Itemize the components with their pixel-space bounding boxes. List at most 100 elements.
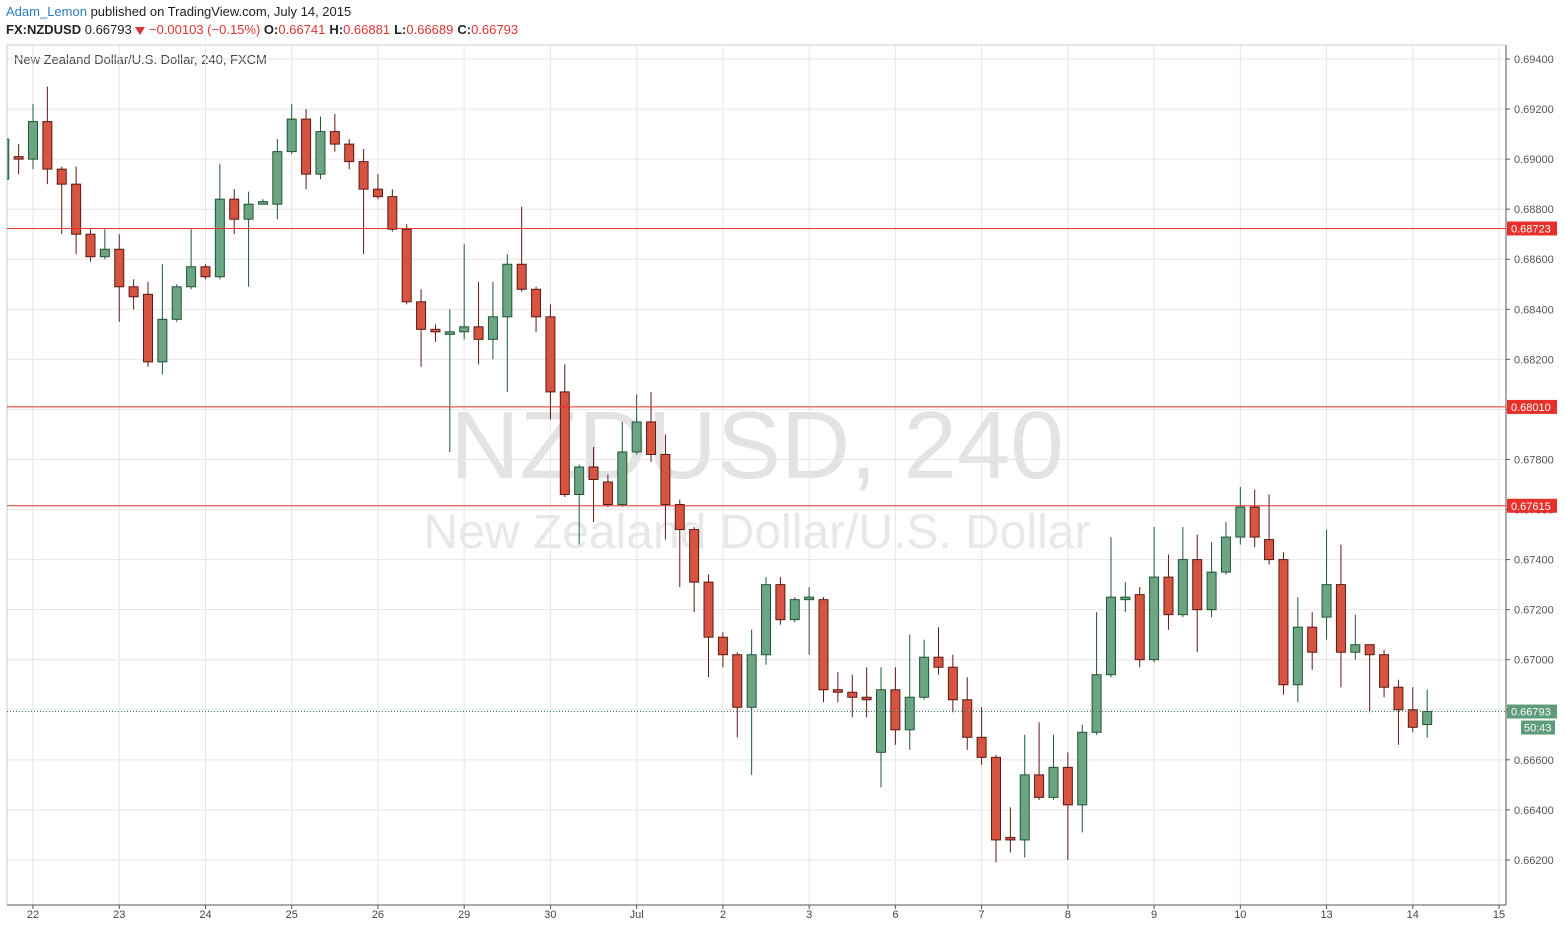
candle-body xyxy=(775,584,786,621)
x-tick-label: 6 xyxy=(892,909,898,921)
candle-body xyxy=(1091,674,1102,733)
x-tick-label: 30 xyxy=(544,909,556,921)
candle-body xyxy=(703,581,714,638)
candle-body xyxy=(617,451,628,506)
y-tick-label: 0.67800 xyxy=(1514,454,1554,466)
candle-body xyxy=(1278,559,1289,686)
candle-body xyxy=(646,421,657,455)
candle-body xyxy=(502,263,513,318)
candle-body xyxy=(128,286,139,298)
candle-body xyxy=(559,391,570,496)
candle-body xyxy=(85,233,96,258)
candle-body xyxy=(1292,626,1303,686)
y-tick-label: 0.69000 xyxy=(1514,154,1554,166)
y-tick-label: 0.66200 xyxy=(1514,855,1554,867)
candle-body xyxy=(588,466,599,481)
candle-body xyxy=(27,121,38,160)
candle-body xyxy=(602,481,613,506)
quote-label: L: xyxy=(394,22,407,37)
candle-body xyxy=(789,599,800,621)
symbol: FX:NZDUSD xyxy=(6,22,82,37)
candle-body xyxy=(7,138,10,180)
x-tick-label: 25 xyxy=(286,909,298,921)
y-tick-label: 0.67200 xyxy=(1514,605,1554,617)
countdown-bg xyxy=(1521,720,1555,735)
candle-body xyxy=(990,756,1001,841)
published: published on TradingView.com, July 14, 2… xyxy=(90,4,352,19)
change: −0.00103 (−0.15%) xyxy=(148,22,261,37)
candle-body xyxy=(1105,596,1116,676)
countdown: 50:43 xyxy=(1524,723,1552,735)
candle-body xyxy=(344,143,355,163)
x-tick-label: 26 xyxy=(372,909,384,921)
candle-body xyxy=(401,228,412,303)
candle-body xyxy=(732,654,743,708)
quote-value: 0.66741 xyxy=(278,22,326,37)
y-tick-label: 0.67400 xyxy=(1514,555,1554,567)
x-tick-label: 13 xyxy=(1320,909,1332,921)
quote-label: H: xyxy=(329,22,344,37)
x-tick-label: 3 xyxy=(806,909,812,921)
header: Adam_Lemon published on TradingView.com,… xyxy=(6,3,522,39)
x-tick-label: 22 xyxy=(27,909,39,921)
candle-body xyxy=(516,263,527,290)
candle-body xyxy=(1321,584,1332,618)
publish-line: Adam_Lemon published on TradingView.com,… xyxy=(6,3,522,21)
quote-line: FX:NZDUSD 0.66793 −0.00103 (−0.15%) O:0.… xyxy=(6,21,522,39)
candle-body xyxy=(387,196,398,230)
candle-body xyxy=(674,504,685,531)
author-link[interactable]: Adam_Lemon xyxy=(6,4,87,19)
x-tick-label: 9 xyxy=(1151,909,1157,921)
candle-body xyxy=(416,301,427,330)
x-tick-label: 8 xyxy=(1065,909,1071,921)
candle-body xyxy=(746,654,757,708)
y-tick-label: 0.69400 xyxy=(1514,54,1554,66)
candle-body xyxy=(142,293,153,363)
candle-body xyxy=(1264,539,1275,561)
level-label-bg xyxy=(1507,399,1557,414)
candle-body xyxy=(1163,576,1174,616)
y-tick-label: 0.68200 xyxy=(1514,354,1554,366)
candle-body xyxy=(631,421,642,453)
quote-label: C: xyxy=(457,22,472,37)
candle-body xyxy=(847,691,858,698)
candle-body xyxy=(1335,584,1346,653)
candle-body xyxy=(372,188,383,198)
candle-body xyxy=(1235,506,1246,538)
y-tick-label: 0.68800 xyxy=(1514,204,1554,216)
candle-body xyxy=(214,198,225,278)
candle-body xyxy=(186,266,197,288)
candle-body xyxy=(761,584,772,656)
level-label: 0.67615 xyxy=(1511,501,1551,513)
candle-body xyxy=(157,318,168,363)
candle-body xyxy=(13,156,24,160)
candle-body xyxy=(861,696,872,701)
watermark-symbol: NZDUSD, 240 xyxy=(450,392,1064,499)
last-price-label: 0.66793 xyxy=(1511,707,1551,719)
x-tick-label: 15 xyxy=(1493,909,1505,921)
candle-body xyxy=(1120,596,1131,601)
y-tick-label: 0.66600 xyxy=(1514,755,1554,767)
level-label-bg xyxy=(1507,221,1557,236)
candle-body xyxy=(444,331,455,335)
candle-body xyxy=(933,656,944,668)
x-tick-label: Jul xyxy=(630,909,644,921)
candle-body xyxy=(56,168,67,185)
candle-body xyxy=(962,699,973,738)
candle-body xyxy=(1350,644,1361,653)
x-tick-label: 23 xyxy=(113,909,125,921)
candle-body xyxy=(904,696,915,731)
candle-body xyxy=(1364,644,1375,656)
last-price-bg xyxy=(1507,704,1557,719)
candle-body xyxy=(171,286,182,320)
candle-body xyxy=(1062,766,1073,806)
candle-body xyxy=(1134,594,1145,661)
quote-value: 0.66793 xyxy=(471,22,519,37)
candle-body xyxy=(689,529,700,583)
candle-body xyxy=(531,288,542,318)
candle-body xyxy=(1307,626,1318,653)
candle-body xyxy=(1249,506,1260,538)
x-tick-label: 29 xyxy=(458,909,470,921)
candle-body xyxy=(229,198,240,220)
candle-body xyxy=(487,316,498,340)
